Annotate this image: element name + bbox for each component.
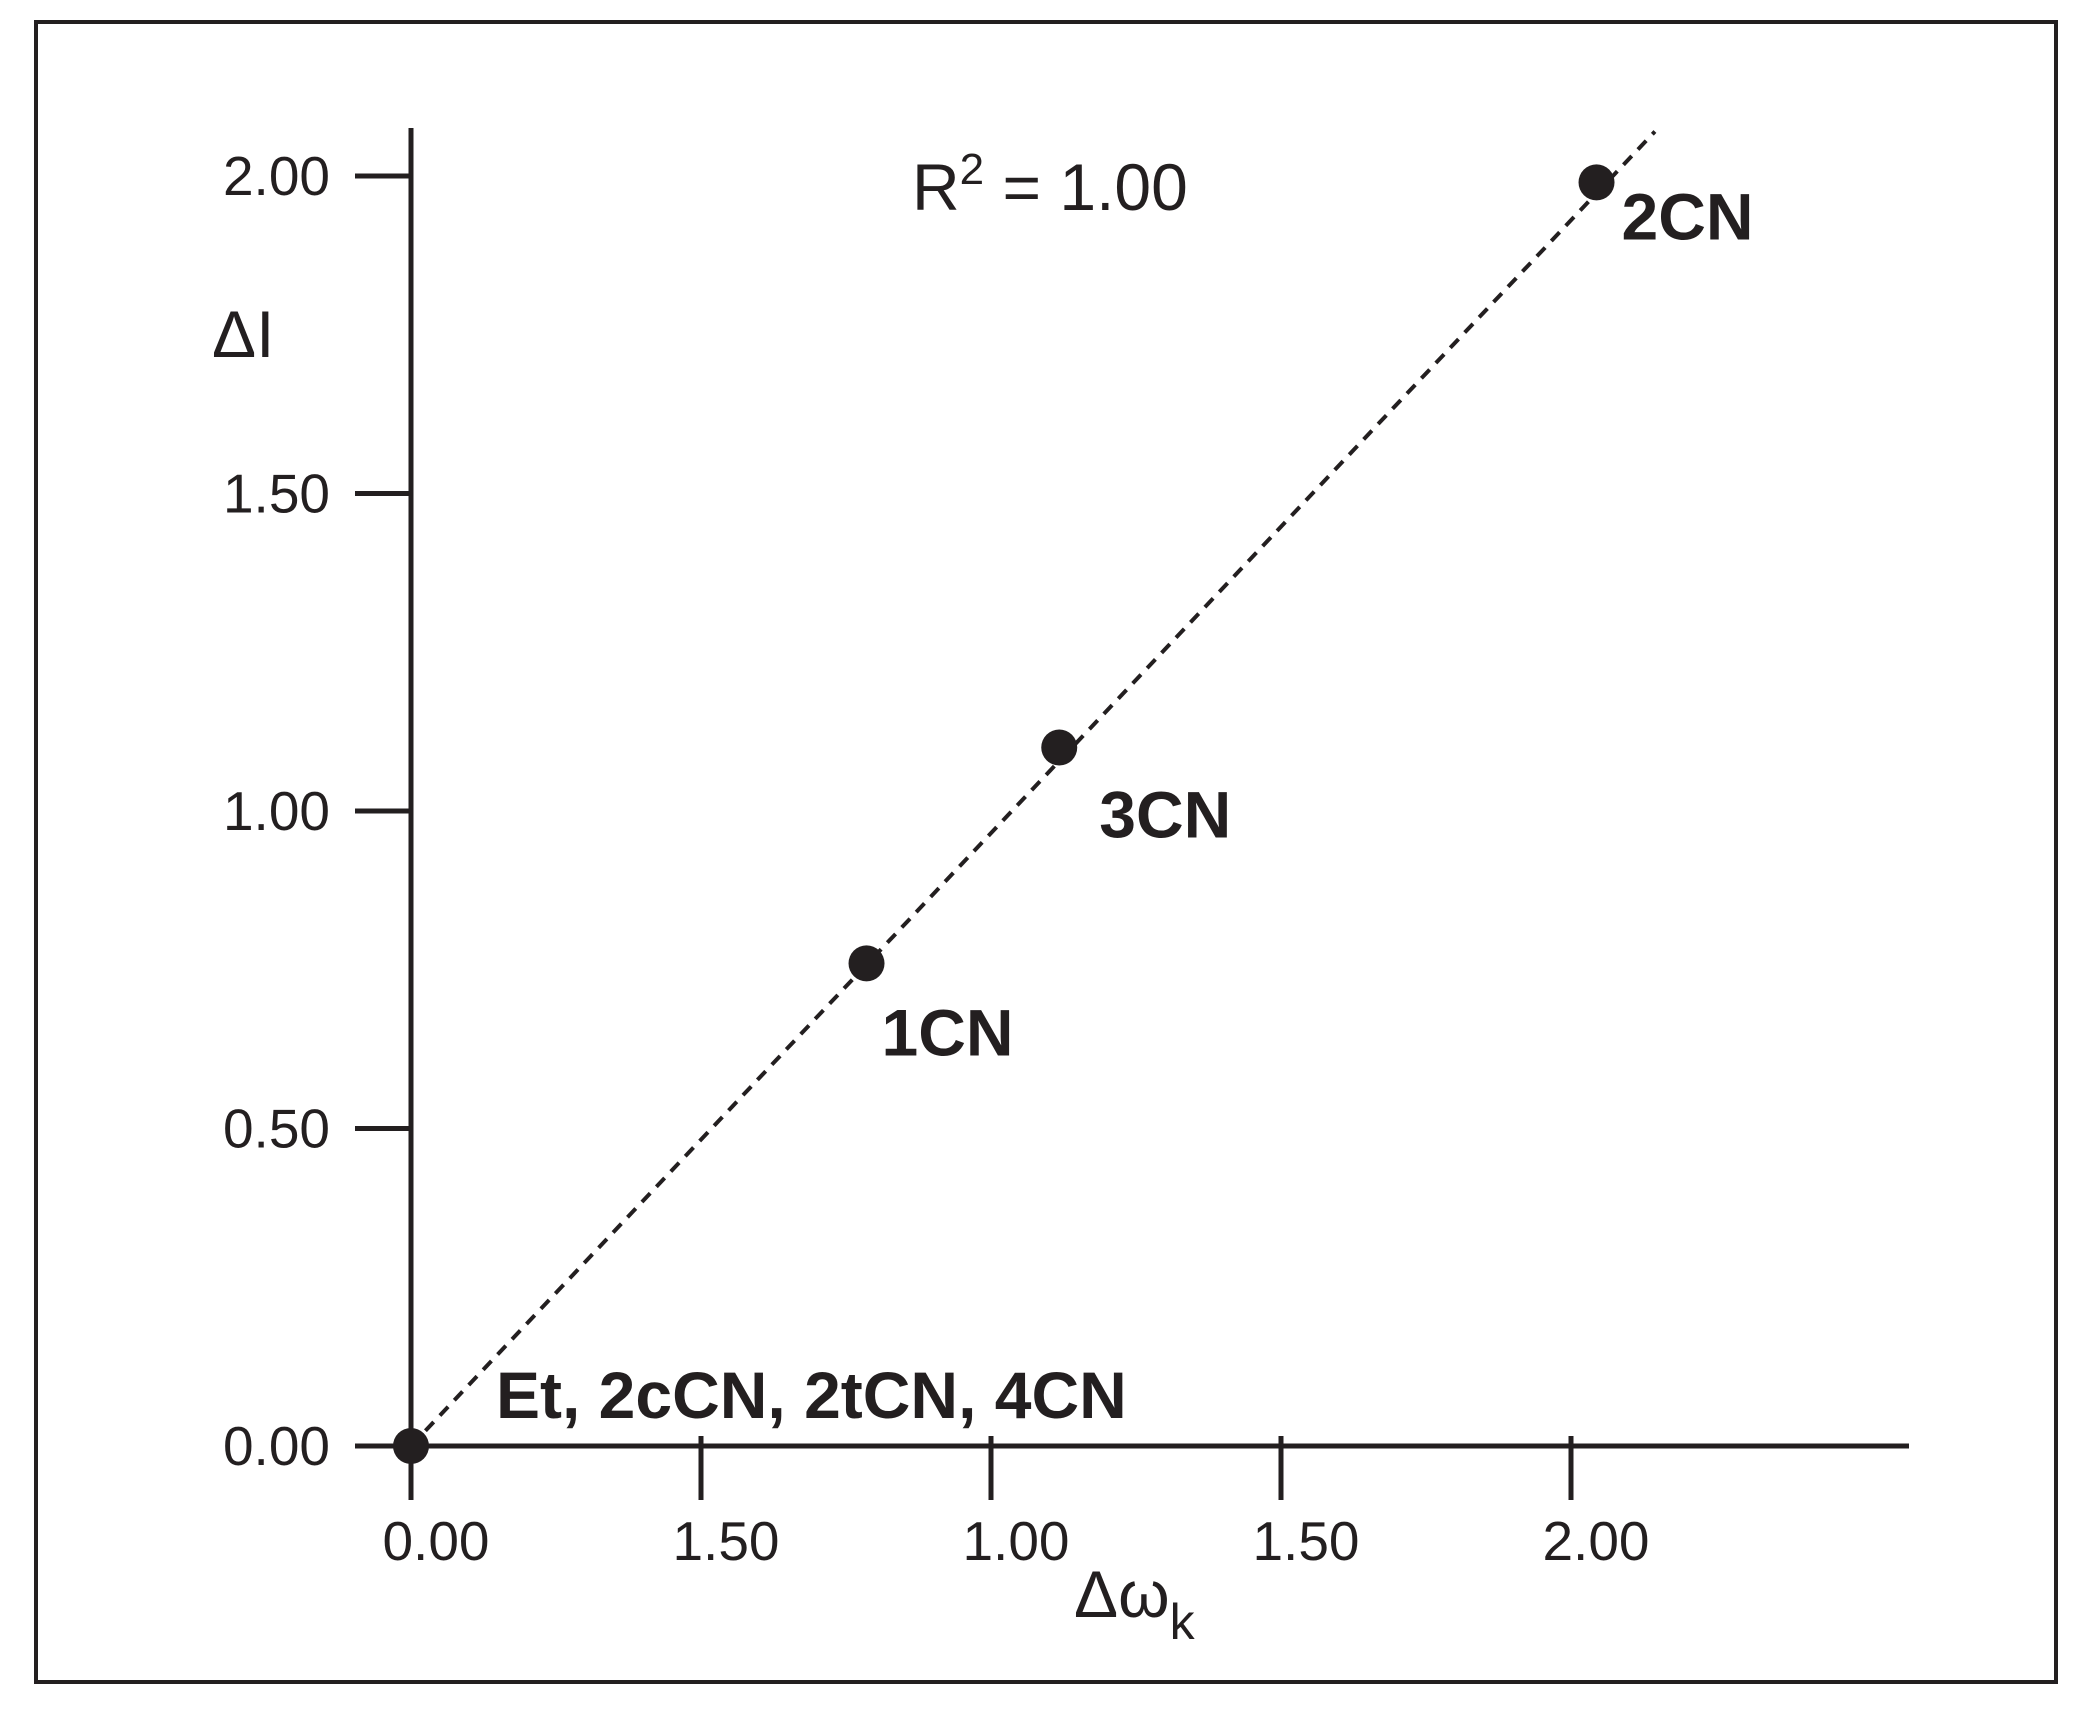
data-point-label: 3CN <box>1099 778 1231 852</box>
data-point <box>848 945 885 982</box>
figure-frame <box>34 20 2058 1684</box>
data-point-label: Et, 2cCN, 2tCN, 4CN <box>496 1358 1127 1432</box>
data-point <box>1578 164 1615 201</box>
x-tick-label: 1.50 <box>1252 1510 1359 1572</box>
y-tick-label: 2.00 <box>223 145 330 207</box>
y-tick-label: 0.50 <box>223 1098 330 1160</box>
data-point <box>1041 729 1078 766</box>
y-axis-title: ΔI <box>212 297 274 371</box>
data-point-label: 2CN <box>1622 179 1754 253</box>
r-squared-value: = 1.00 <box>984 150 1188 224</box>
x-tick-label: 1.00 <box>962 1510 1069 1572</box>
fit-line <box>409 130 1657 1448</box>
x-axis-title-main: Δω <box>1074 1557 1170 1631</box>
x-tick-label: 0.00 <box>382 1510 489 1572</box>
r-squared-superscript: 2 <box>960 145 984 194</box>
r-squared-symbol: R <box>912 150 960 224</box>
x-tick-label: 2.00 <box>1542 1510 1649 1572</box>
data-point <box>393 1428 429 1464</box>
r-squared-annotation: R2 = 1.00 <box>912 145 1188 224</box>
x-axis-title: Δωk <box>1074 1557 1196 1650</box>
data-point-label: 1CN <box>882 995 1014 1069</box>
y-tick-label: 1.50 <box>223 463 330 525</box>
y-tick-label: 0.00 <box>223 1415 330 1477</box>
x-tick-label: 1.50 <box>672 1510 779 1572</box>
x-axis-title-subscript: k <box>1170 1594 1196 1650</box>
y-tick-label: 1.00 <box>223 780 330 842</box>
